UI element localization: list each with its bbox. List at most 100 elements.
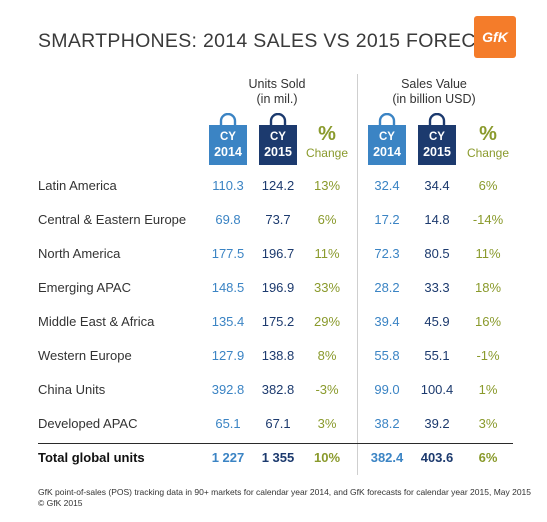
cell-value-change: 3% — [478, 416, 498, 431]
gfk-logo: GfK — [474, 16, 516, 58]
row-label: China Units — [38, 382, 106, 397]
row-label: Developed APAC — [38, 416, 138, 431]
cell-units-2015: 73.7 — [265, 212, 291, 227]
bag-cy-label: CY — [429, 131, 445, 143]
table-row: Emerging APAC 148.5 196.9 33% 28.2 33.3 18% — [0, 273, 547, 303]
total-row: Total global units 1 227 1 355 10% 382.4… — [0, 443, 547, 473]
cell-units-change: -3% — [315, 382, 339, 397]
cell-value-2014: 99.0 — [374, 382, 400, 397]
table-row: Central & Eastern Europe 69.8 73.7 6% 17.2 14… — [0, 205, 547, 235]
cell-value-2015: 14.8 — [424, 212, 450, 227]
cell-value-2015: 403.6 — [420, 450, 454, 465]
units-2015-bag-icon: CY 2015 — [257, 113, 299, 165]
cell-value-2015: 100.4 — [420, 382, 454, 397]
bag-cy-label: CY — [220, 131, 236, 143]
cell-units-2014: 69.8 — [215, 212, 241, 227]
cell-units-2014: 135.4 — [211, 314, 245, 329]
sales-value-title: Sales Value — [401, 77, 467, 91]
bag-year-label: 2014 — [373, 145, 401, 159]
cell-units-change: 6% — [317, 212, 337, 227]
row-label: Emerging APAC — [38, 280, 131, 295]
percent-symbol: % — [479, 123, 497, 145]
cell-value-2014: 55.8 — [374, 348, 400, 363]
units-sold-unit: (in mil.) — [256, 92, 298, 106]
cell-units-2015: 1 355 — [261, 450, 295, 465]
cell-units-change: 10% — [313, 450, 341, 465]
row-label: North America — [38, 246, 121, 261]
cell-value-change: 16% — [474, 314, 502, 329]
cell-value-change: 6% — [478, 178, 498, 193]
footnote: GfK point-of-sales (POS) tracking data i… — [38, 487, 538, 509]
cell-value-2014: 32.4 — [374, 178, 400, 193]
cell-units-2015: 196.7 — [261, 246, 295, 261]
cell-value-2014: 72.3 — [374, 246, 400, 261]
bag-cy-label: CY — [270, 131, 286, 143]
cell-value-2015: 39.2 — [424, 416, 450, 431]
cell-units-change: 8% — [317, 348, 337, 363]
cell-value-change: 18% — [474, 280, 502, 295]
cell-value-2014: 38.2 — [374, 416, 400, 431]
cell-units-change: 3% — [317, 416, 337, 431]
table-row: China Units 392.8 382.8 -3% 99.0 100.4 1% — [0, 375, 547, 405]
row-label: Central & Eastern Europe — [38, 212, 187, 227]
cell-value-change: -14% — [472, 212, 504, 227]
cell-value-2015: 34.4 — [424, 178, 450, 193]
cell-value-2014: 28.2 — [374, 280, 400, 295]
cell-units-2014: 65.1 — [215, 416, 241, 431]
bag-year-label: 2015 — [423, 145, 451, 159]
value-2014-bag-icon: CY 2014 — [366, 113, 408, 165]
cell-units-2015: 382.8 — [261, 382, 295, 397]
cell-value-2015: 33.3 — [424, 280, 450, 295]
cell-units-change: 13% — [313, 178, 341, 193]
cell-value-2014: 382.4 — [370, 450, 404, 465]
value-2015-bag-icon: CY 2015 — [416, 113, 458, 165]
value-change-header: % Change — [463, 124, 513, 160]
row-label: Middle East & Africa — [38, 314, 155, 329]
cell-units-2014: 392.8 — [211, 382, 245, 397]
bag-cy-label: CY — [379, 131, 395, 143]
group-divider — [357, 74, 358, 475]
cell-units-change: 11% — [314, 246, 340, 261]
units-change-header: % Change — [302, 124, 352, 160]
cell-units-2014: 148.5 — [211, 280, 245, 295]
table-row: Middle East & Africa 135.4 175.2 29% 39.4 45.… — [0, 307, 547, 337]
cell-units-2015: 67.1 — [265, 416, 291, 431]
cell-value-2014: 39.4 — [374, 314, 400, 329]
cell-units-change: 29% — [313, 314, 341, 329]
cell-value-change: 6% — [478, 450, 498, 465]
cell-units-2014: 110.3 — [212, 178, 244, 193]
bag-year-label: 2015 — [264, 145, 292, 159]
footnote-source: GfK point-of-sales (POS) tracking data i… — [38, 487, 532, 497]
cell-value-2015: 55.1 — [424, 348, 450, 363]
units-sold-title: Units Sold — [248, 77, 306, 91]
row-label: Total global units — [38, 450, 145, 465]
table-row: Latin America 110.3 124.2 13% 32.4 34.4 6% — [0, 171, 547, 201]
row-label: Western Europe — [38, 348, 132, 363]
cell-value-change: 1% — [478, 382, 498, 397]
bag-year-label: 2014 — [214, 145, 242, 159]
cell-units-2015: 175.2 — [261, 314, 295, 329]
change-label: Change — [305, 146, 349, 160]
cell-units-2015: 138.8 — [261, 348, 295, 363]
footnote-copyright: © GfK 2015 — [38, 498, 83, 508]
cell-value-2015: 45.9 — [424, 314, 450, 329]
percent-symbol: % — [318, 123, 336, 145]
cell-units-2014: 1 227 — [211, 450, 245, 465]
units-sold-header: Units Sold (in mil.) — [222, 77, 332, 107]
cell-units-change: 33% — [313, 280, 341, 295]
sales-value-unit: (in billion USD) — [392, 92, 476, 106]
cell-units-2014: 177.5 — [211, 246, 245, 261]
units-2014-bag-icon: CY 2014 — [207, 113, 249, 165]
cell-value-2014: 17.2 — [374, 212, 400, 227]
table-row: Western Europe 127.9 138.8 8% 55.8 55.1 -1% — [0, 341, 547, 371]
sales-value-header: Sales Value (in billion USD) — [374, 77, 494, 107]
table-row: Developed APAC 65.1 67.1 3% 38.2 39.2 3% — [0, 409, 547, 439]
page-title: SMARTPHONES: 2014 SALES VS 2015 FORECAST — [38, 30, 515, 52]
row-label: Latin America — [38, 178, 117, 193]
logo-text: GfK — [482, 29, 508, 45]
cell-value-2015: 80.5 — [424, 246, 450, 261]
cell-units-2014: 127.9 — [211, 348, 245, 363]
cell-value-change: -1% — [476, 348, 500, 363]
table-row: North America 177.5 196.7 11% 72.3 80.5 11% — [0, 239, 547, 269]
cell-value-change: 11% — [475, 246, 501, 261]
